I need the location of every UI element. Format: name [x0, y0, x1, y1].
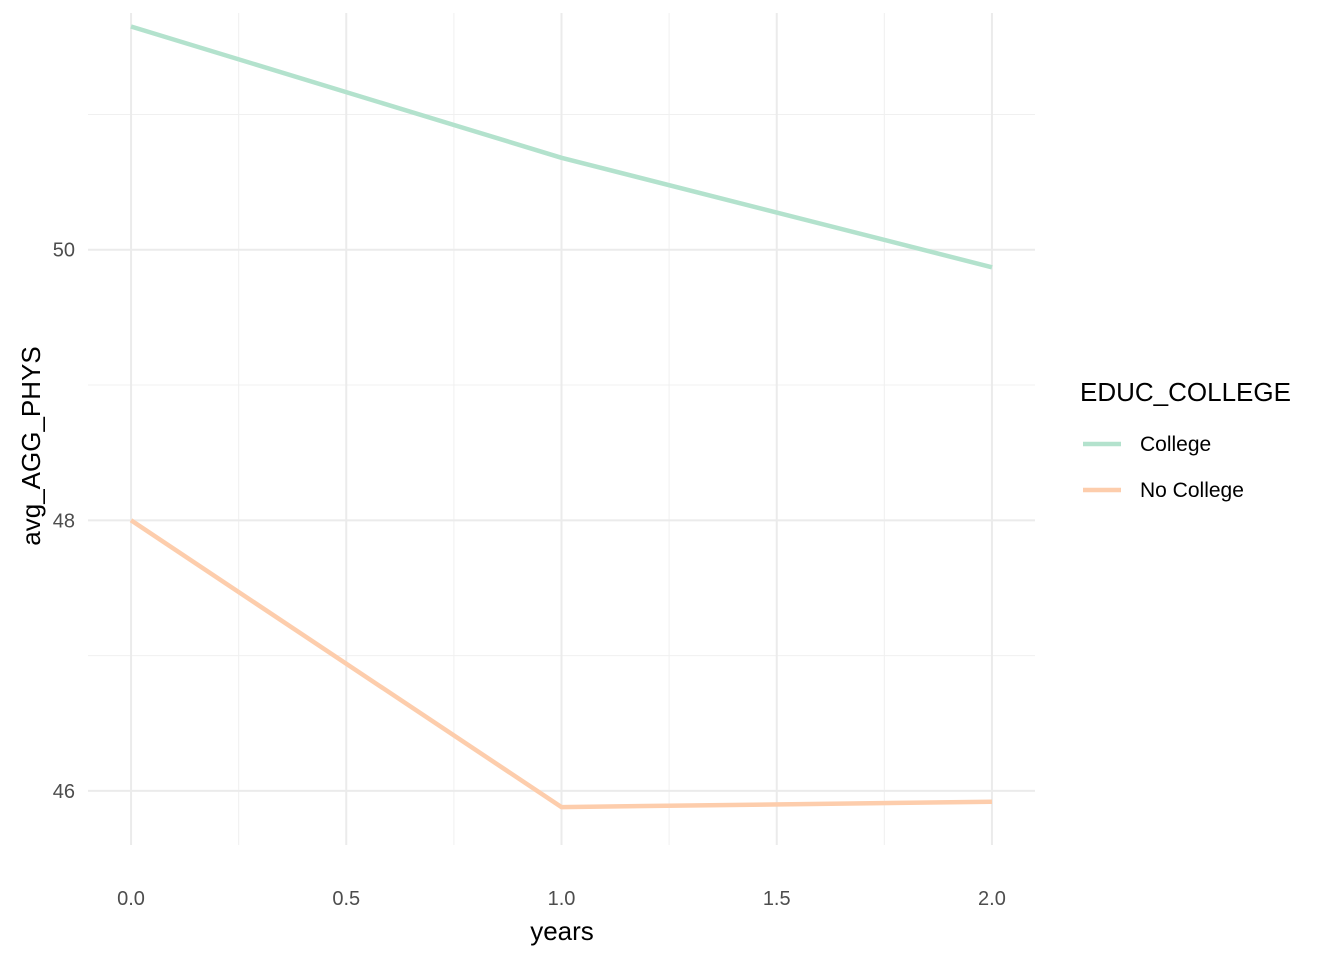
y-tick-label: 48	[53, 510, 75, 532]
legend: EDUC_COLLEGE College No College	[1080, 377, 1291, 502]
legend-items: College No College	[1083, 433, 1244, 502]
legend-title: EDUC_COLLEGE	[1080, 377, 1291, 407]
y-tick-label: 46	[53, 781, 75, 803]
y-axis-title: avg_AGG_PHYS	[16, 346, 46, 545]
x-axis-title: years	[530, 916, 594, 946]
x-tick-label: 0.5	[332, 888, 360, 910]
x-tick-label: 0.0	[117, 888, 145, 910]
x-tick-label: 2.0	[978, 888, 1006, 910]
major-gridlines	[88, 13, 1035, 845]
y-tick-label: 50	[53, 240, 75, 262]
legend-label: No College	[1140, 479, 1244, 502]
x-tick-label: 1.5	[763, 888, 791, 910]
x-tick-label: 1.0	[548, 888, 576, 910]
legend-label: College	[1140, 433, 1211, 456]
x-axis-tick-labels: 0.0 0.5 1.0 1.5 2.0	[117, 888, 1006, 910]
y-axis-tick-labels: 46 48 50	[53, 240, 75, 803]
series-lines	[129, 24, 993, 810]
